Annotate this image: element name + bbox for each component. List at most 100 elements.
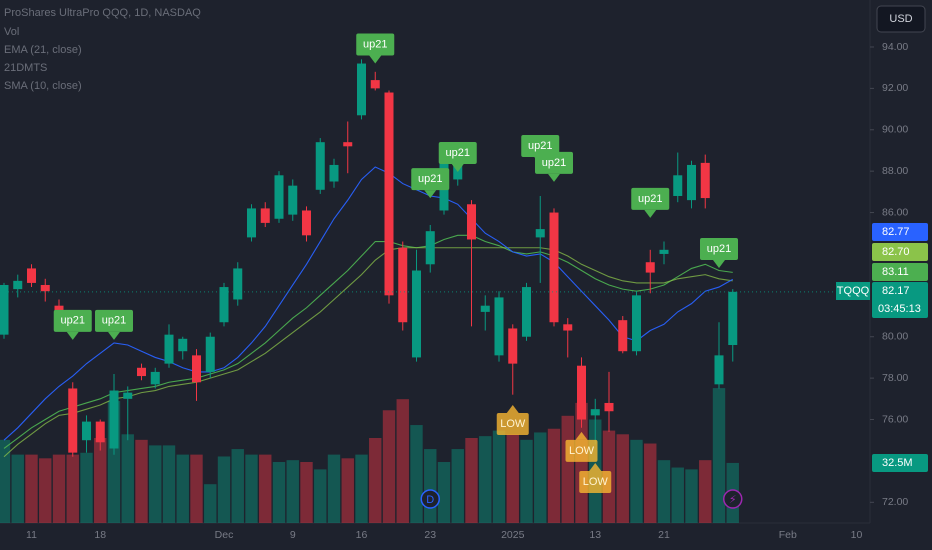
event-marker[interactable] [723,489,743,509]
candle-body [618,320,628,352]
candle-body [563,324,573,331]
candle-body [288,185,298,215]
y-tick-label: 94.00 [882,41,908,53]
candle-body [577,365,586,420]
volume-bar [259,454,272,523]
signal-pointer [575,431,588,440]
candle-body [425,231,435,265]
candle-body [714,355,724,385]
signal-box [438,141,477,164]
candle-body [68,388,78,453]
volume-bar [396,399,409,523]
volume-bar [245,454,258,523]
volume-bar [671,467,684,523]
volume-bar [327,454,341,523]
volume-bar [492,430,506,523]
volume-bar [314,469,327,523]
candle-body [508,328,518,364]
candle-body [384,92,394,296]
signal-box [700,238,738,261]
volume-layer [0,388,739,523]
volume-bar [369,437,382,523]
y-tick-label: 88.00 [882,165,908,177]
candle-body [728,291,738,346]
event-marker[interactable] [420,489,440,509]
signal-pointer [108,331,120,340]
candle-body [123,392,133,399]
candle-body [673,175,683,196]
currency-button[interactable] [876,5,926,33]
candle-body [205,336,215,372]
candle-body [82,421,91,441]
candle-body [109,390,119,449]
candle-body [13,280,23,290]
candle-body [549,212,559,323]
candle-body [522,287,531,337]
x-tick-label: Feb [779,529,797,541]
volume-bar [547,428,561,523]
signal-label: up21 [418,173,442,185]
y-tick-label: 86.00 [882,206,908,218]
volume-bar [561,415,574,523]
volume-bar [135,439,148,523]
indicator-price-box [872,223,928,241]
volume-bar [437,462,451,523]
x-tick-label: 21 [658,529,670,541]
signal-label: LOW [569,445,595,457]
countdown-label: 03:45:13 [878,303,921,315]
volume-bar [644,443,657,523]
signal-pointer [713,260,725,269]
signal-box [411,168,450,191]
volume-bar [410,425,423,523]
volume-bar [52,454,66,523]
signal-box [521,134,560,157]
volume-bar [424,449,437,523]
candle-body [274,175,284,219]
volume-bar [630,439,643,523]
signal-pointer [451,163,464,172]
volume-bar [80,452,93,523]
signal-label: up21 [707,243,731,255]
candle-body [412,270,421,358]
currency-label[interactable]: USD [889,13,912,25]
signal-label: up21 [638,193,662,205]
volume-bar [699,460,712,523]
indicator-line [3,166,734,441]
volume-bar [534,432,547,523]
indicator-price-box [872,243,928,261]
volume-bar [176,454,189,523]
candle-body [40,284,50,292]
volume-price-label: 32.5M [882,457,913,469]
signal-box [95,309,133,332]
event-label[interactable]: ⚡ [729,494,737,506]
candle-body [329,164,339,182]
candle-body [467,204,476,240]
volume-bar [39,458,52,523]
signal-label: LOW [583,476,609,488]
symbol-label: TQQQ [837,285,870,297]
candle-body [0,284,9,335]
y-tick-label: 78.00 [882,372,908,384]
volume-bar [616,434,629,523]
volume-bar [121,434,134,523]
event-label[interactable]: D [426,494,434,506]
volume-bar [657,460,671,523]
candle-body [315,142,325,190]
candle-body [192,355,201,383]
volume-bar [685,469,698,523]
candle-body [219,287,229,323]
signal-box [53,309,92,332]
candle-body [343,142,353,147]
volume-bar [286,460,299,523]
x-tick-label: Dec [215,529,234,541]
candle-body [494,297,504,356]
x-tick-label: 11 [26,529,37,541]
volume-bar [0,439,11,523]
candle-body [164,334,174,364]
signal-label: LOW [500,418,526,430]
indicator-price-box [872,263,928,281]
chart-title: ProShares UltraPro QQQ, 1D, NASDAQ [4,7,201,19]
volume-bar [506,434,519,523]
signal-label: up21 [446,147,470,159]
